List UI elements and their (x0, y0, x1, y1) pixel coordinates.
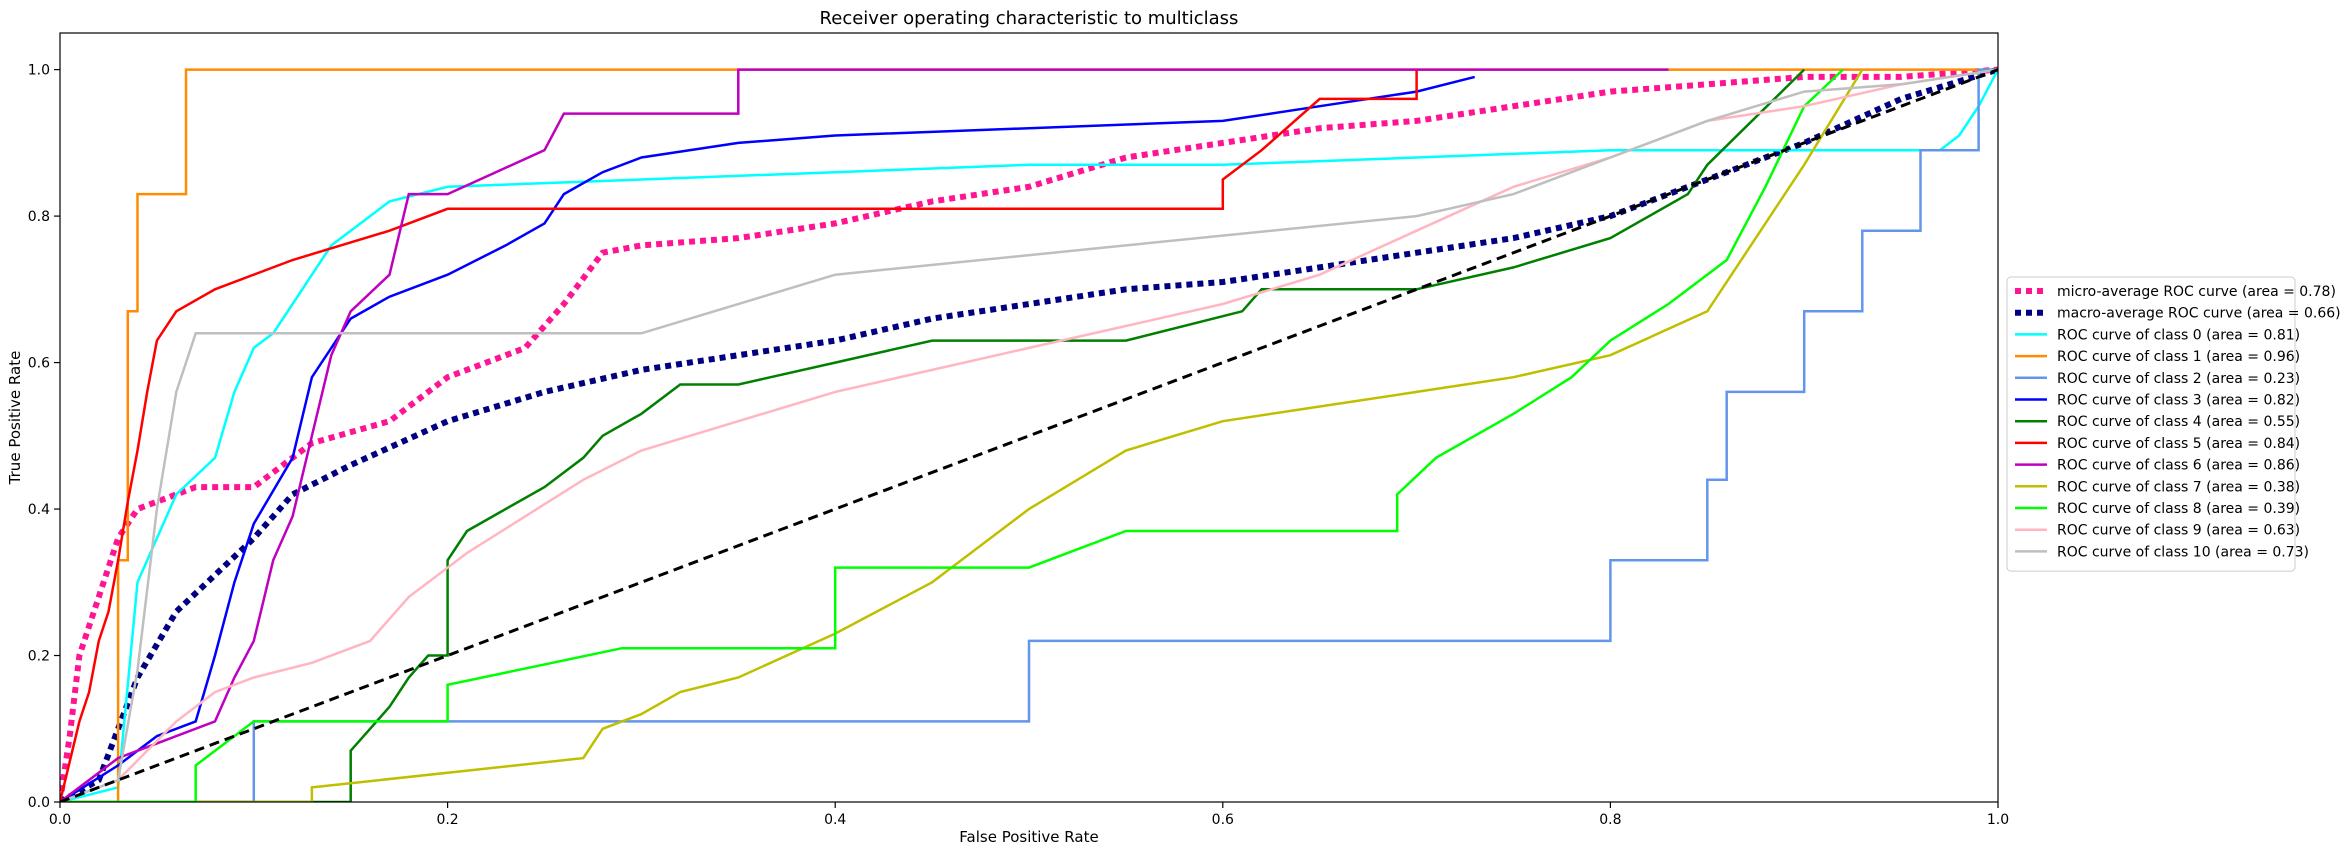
legend: micro-average ROC curve (area = 0.78) mac… (2006, 276, 2341, 572)
legend-label-3: ROC curve of class 1 (area = 0.96) (2057, 349, 2300, 365)
series-line-12 (60, 68, 1998, 802)
plot-area (60, 66, 1998, 802)
x-tick-label: 0.4 (824, 812, 846, 828)
legend-label-11: ROC curve of class 9 (area = 0.63) (2057, 523, 2300, 539)
series-line-2 (60, 69, 1998, 802)
x-axis-label: False Positive Rate (959, 828, 1098, 846)
y-tick-label: 0.4 (28, 502, 50, 518)
y-tick-label: 1.0 (28, 63, 50, 79)
plot-frame (59, 32, 1999, 803)
x-tick-label: 0.8 (1599, 812, 1621, 828)
series-line-0 (60, 66, 1998, 802)
legend-label-4: ROC curve of class 2 (area = 0.23) (2057, 371, 2300, 387)
y-tick-label: 0.6 (28, 356, 50, 372)
y-tick-label: 0.2 (28, 649, 50, 665)
legend-label-0: micro-average ROC curve (area = 0.78) (2057, 284, 2336, 300)
series-line-8 (60, 68, 1669, 802)
legend-label-9: ROC curve of class 7 (area = 0.38) (2057, 479, 2300, 495)
y-tick-label: 0.8 (28, 209, 50, 225)
legend-box (2006, 276, 2296, 572)
legend-label-2: ROC curve of class 0 (area = 0.81) (2057, 327, 2300, 343)
x-tick-label: 0.2 (436, 812, 458, 828)
series-line-6 (60, 68, 1806, 802)
legend-label-6: ROC curve of class 4 (area = 0.55) (2057, 414, 2300, 430)
legend-label-7: ROC curve of class 5 (area = 0.84) (2057, 436, 2300, 452)
series-line-5 (60, 75, 1476, 802)
legend-label-12: ROC curve of class 10 (area = 0.73) (2057, 544, 2309, 560)
series-line-9 (60, 68, 1864, 802)
x-tick-label: 0.6 (1212, 812, 1234, 828)
legend-label-8: ROC curve of class 6 (area = 0.86) (2057, 458, 2300, 474)
series-group (60, 66, 1998, 802)
y-tick-label: 0.0 (28, 795, 50, 811)
x-tick-label: 0.0 (49, 812, 71, 828)
series-line-3 (60, 68, 1998, 802)
legend-label-1: macro-average ROC curve (area = 0.66) (2057, 306, 2341, 322)
chance-diagonal-line (60, 68, 1998, 802)
series-line-4 (60, 68, 1998, 802)
y-axis-label: True Positive Rate (6, 351, 24, 486)
chart-title: Receiver operating characteristic to mul… (820, 8, 1239, 29)
axes: 0.0 0.2 0.4 0.6 0.8 1.0 0.0 0.2 0.4 0.6 0.8 1.0 (28, 32, 2009, 828)
series-line-7 (60, 69, 1418, 802)
x-tick-label: 1.0 (1987, 812, 2009, 828)
legend-label-5: ROC curve of class 3 (area = 0.82) (2057, 393, 2300, 409)
series-line-10 (60, 68, 1844, 802)
legend-label-10: ROC curve of class 8 (area = 0.39) (2057, 501, 2300, 517)
